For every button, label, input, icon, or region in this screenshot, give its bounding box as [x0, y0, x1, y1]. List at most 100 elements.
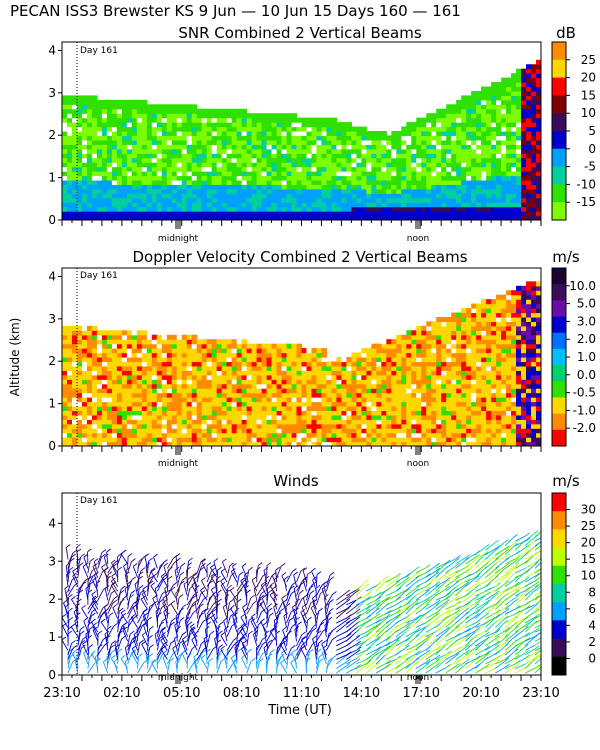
snr-cell: [306, 135, 313, 141]
doppler-cell: [351, 357, 357, 363]
snr-cell: [71, 211, 78, 217]
doppler-cell: [491, 379, 497, 385]
snr-cell: [496, 153, 502, 159]
doppler-cell: [216, 419, 223, 425]
snr-cell: [331, 153, 338, 159]
doppler-cell: [521, 299, 527, 305]
snr-cell: [386, 193, 392, 199]
doppler-cell: [86, 383, 93, 389]
doppler-cell: [401, 365, 407, 371]
doppler-cell: [206, 370, 213, 376]
doppler-cell: [191, 352, 198, 358]
snr-cell: [521, 144, 527, 150]
doppler-cell: [511, 383, 517, 389]
snr-cell: [496, 184, 502, 190]
doppler-cell: [321, 414, 328, 420]
snr-cell: [171, 131, 178, 137]
snr-cell: [476, 153, 482, 159]
snr-cell: [396, 153, 402, 159]
snr-cell: [311, 157, 318, 163]
snr-cell: [136, 197, 143, 203]
doppler-cell: [151, 374, 158, 380]
snr-cell: [121, 193, 128, 199]
doppler-cell: [476, 428, 482, 434]
snr-cell: [516, 188, 522, 194]
doppler-cell: [171, 432, 178, 438]
snr-cell: [276, 166, 283, 172]
snr-cell: [106, 211, 113, 217]
snr-cell: [461, 206, 467, 212]
doppler-cell: [296, 414, 303, 420]
doppler-cell: [506, 374, 512, 380]
doppler-cell: [446, 365, 452, 371]
snr-cell: [176, 122, 183, 128]
doppler-cell: [281, 388, 288, 394]
doppler-cell: [146, 348, 153, 354]
snr-cell: [66, 188, 73, 194]
doppler-cell: [121, 383, 128, 389]
snr-cell: [171, 148, 178, 154]
snr-cell: [451, 184, 457, 190]
doppler-cell: [431, 374, 437, 380]
snr-cell: [301, 135, 308, 141]
snr-cell: [426, 175, 432, 181]
snr-cell: [326, 188, 333, 194]
doppler-cell: [271, 343, 278, 349]
doppler-cell: [506, 414, 512, 420]
snr-cell: [471, 197, 477, 203]
doppler-cell: [161, 432, 168, 438]
snr-cell: [251, 206, 258, 212]
doppler-cell: [381, 437, 387, 443]
snr-cell: [426, 197, 432, 203]
snr-cell: [271, 162, 278, 168]
doppler-cell: [261, 441, 268, 446]
doppler-cell: [461, 316, 467, 322]
doppler-cell: [386, 383, 392, 389]
doppler-cell: [146, 365, 153, 371]
snr-cell: [62, 122, 68, 128]
snr-cell: [451, 175, 457, 181]
doppler-cell: [476, 419, 482, 425]
doppler-cell: [511, 405, 517, 411]
snr-cell: [116, 139, 123, 145]
doppler-cell: [86, 405, 93, 411]
doppler-cell: [476, 379, 482, 385]
doppler-cell: [501, 419, 507, 425]
doppler-cell: [436, 339, 442, 345]
snr-cell: [491, 148, 497, 154]
doppler-cell: [506, 357, 512, 363]
doppler-cell: [506, 308, 512, 314]
snr-cell: [486, 108, 492, 114]
doppler-cell: [186, 419, 193, 425]
snr-cell: [431, 117, 437, 123]
snr-cell: [101, 175, 108, 181]
doppler-cell: [336, 365, 343, 371]
doppler-cell: [116, 352, 123, 358]
snr-cell: [271, 122, 278, 128]
snr-cell: [496, 175, 502, 181]
doppler-cell: [76, 361, 83, 367]
snr-cell: [236, 215, 243, 220]
snr-cell: [261, 193, 268, 199]
snr-cell: [216, 126, 223, 132]
doppler-cell: [506, 397, 512, 403]
snr-cell: [161, 193, 168, 199]
doppler-cell: [161, 339, 168, 345]
snr-cell: [366, 211, 372, 217]
snr-cell: [441, 193, 447, 199]
snr-cell: [466, 166, 472, 172]
doppler-cell: [106, 343, 113, 349]
snr-cell: [331, 139, 338, 145]
snr-cell: [141, 184, 148, 190]
doppler-cell: [331, 419, 338, 425]
snr-cell: [471, 157, 477, 163]
doppler-cell: [371, 357, 377, 363]
snr-cell: [226, 175, 233, 181]
snr-cell: [521, 104, 527, 110]
doppler-cell: [291, 370, 298, 376]
doppler-cell: [276, 419, 283, 425]
snr-cell: [401, 175, 407, 181]
snr-cell: [301, 197, 308, 203]
doppler-cell: [161, 357, 168, 363]
doppler-cell: [391, 365, 397, 371]
